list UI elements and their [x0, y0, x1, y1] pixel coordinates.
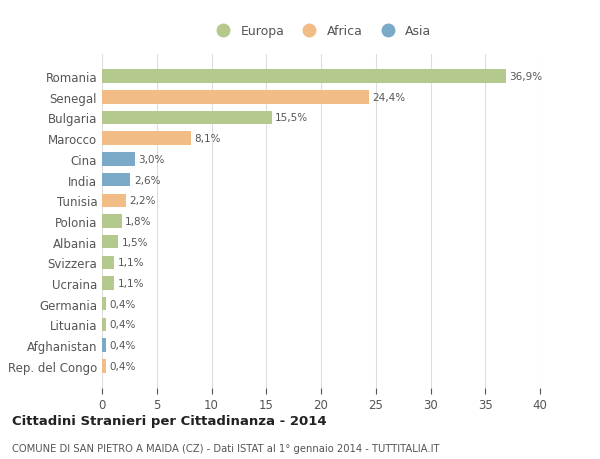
Text: 8,1%: 8,1% — [194, 134, 220, 144]
Bar — [102, 339, 106, 352]
Text: 36,9%: 36,9% — [509, 72, 542, 82]
Text: 24,4%: 24,4% — [373, 93, 406, 102]
Text: 3,0%: 3,0% — [138, 155, 164, 164]
Text: 1,1%: 1,1% — [118, 279, 144, 288]
Text: 0,4%: 0,4% — [110, 361, 136, 371]
Text: Cittadini Stranieri per Cittadinanza - 2014: Cittadini Stranieri per Cittadinanza - 2… — [12, 414, 326, 428]
Text: 0,4%: 0,4% — [110, 299, 136, 309]
Text: COMUNE DI SAN PIETRO A MAIDA (CZ) - Dati ISTAT al 1° gennaio 2014 - TUTTITALIA.I: COMUNE DI SAN PIETRO A MAIDA (CZ) - Dati… — [12, 443, 439, 453]
Text: 2,2%: 2,2% — [130, 196, 156, 206]
Bar — [102, 215, 122, 228]
Bar — [102, 256, 114, 269]
Bar — [102, 112, 272, 125]
Text: 1,1%: 1,1% — [118, 258, 144, 268]
Text: 2,6%: 2,6% — [134, 175, 160, 185]
Bar — [102, 70, 506, 84]
Text: 15,5%: 15,5% — [275, 113, 308, 123]
Text: 0,4%: 0,4% — [110, 341, 136, 350]
Bar — [102, 297, 106, 311]
Bar — [102, 318, 106, 331]
Bar — [102, 194, 126, 207]
Text: 1,5%: 1,5% — [122, 237, 148, 247]
Bar — [102, 91, 369, 104]
Bar — [102, 235, 118, 249]
Bar — [102, 174, 130, 187]
Text: 0,4%: 0,4% — [110, 320, 136, 330]
Bar — [102, 277, 114, 290]
Bar — [102, 132, 191, 146]
Legend: Europa, Africa, Asia: Europa, Africa, Asia — [207, 22, 435, 42]
Text: 1,8%: 1,8% — [125, 217, 151, 226]
Bar — [102, 359, 106, 373]
Bar — [102, 153, 135, 166]
